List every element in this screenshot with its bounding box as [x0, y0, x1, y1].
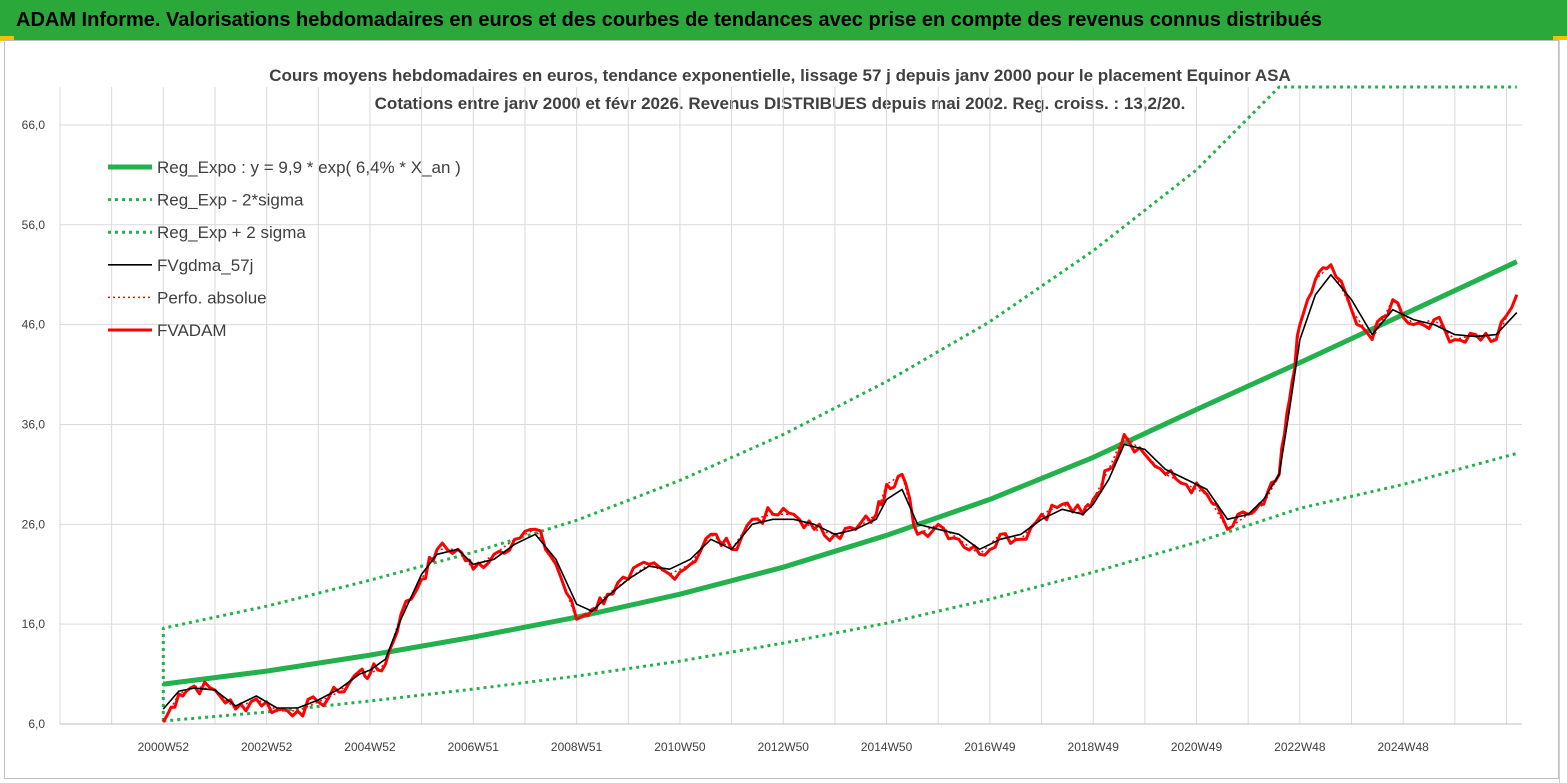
chart-title: Cours moyens hebdomadaires en euros, ten… — [269, 66, 1291, 85]
series-line-2 — [161, 85, 1517, 721]
series-line-0 — [162, 259, 1518, 687]
x-tick-label: 2004W52 — [344, 740, 396, 754]
y-tick-label: 6,0 — [28, 717, 45, 731]
x-tick-label: 2024W48 — [1377, 740, 1429, 754]
x-tick-label: 2016W49 — [964, 740, 1016, 754]
legend-label: Reg_Exp - 2*sigma — [157, 191, 304, 210]
x-tick-label: 2018W49 — [1068, 740, 1120, 754]
x-tick-label: 2020W49 — [1171, 740, 1223, 754]
y-tick-label: 36,0 — [22, 417, 46, 431]
series-line-3 — [162, 273, 1518, 710]
legend-label: FVADAM — [157, 321, 227, 340]
x-tick-label: 2022W48 — [1274, 740, 1326, 754]
y-tick-label: 66,0 — [22, 118, 46, 132]
series-line-1 — [163, 451, 1518, 723]
x-tick-label: 2008W51 — [551, 740, 603, 754]
y-tick-label: 46,0 — [22, 318, 46, 332]
x-tick-label: 2014W50 — [861, 740, 913, 754]
right-scroll-edge — [1559, 40, 1567, 783]
chart-subtitle: Cotations entre janv 2000 et févr 2026. … — [375, 94, 1186, 113]
x-tick-label: 2010W50 — [654, 740, 706, 754]
legend-label: Perfo. absolue — [157, 288, 267, 307]
x-tick-label: 2012W50 — [758, 740, 810, 754]
chart-legend: Reg_Expo : y = 9,9 * exp( 6,4% * X_an ) R… — [108, 158, 461, 340]
x-tick-label: 2000W52 — [138, 740, 190, 754]
legend-label: Reg_Exp + 2 sigma — [157, 223, 306, 242]
banner-corner-right — [1553, 36, 1567, 41]
banner-title: ADAM Informe. Valorisations hebdomadaire… — [16, 9, 1322, 31]
x-tick-label: 2002W52 — [241, 740, 293, 754]
y-tick-label: 56,0 — [22, 218, 46, 232]
chart-grid — [59, 87, 1522, 725]
chart-axes: 6,0 16,0 26,0 36,0 46,0 56,0 66,0 2000W52 2002W5… — [22, 118, 1522, 754]
y-tick-label: 26,0 — [22, 517, 46, 531]
report-banner: ADAM Informe. Valorisations hebdomadaire… — [0, 0, 1567, 40]
chart-series — [161, 85, 1519, 723]
banner-corner-left — [0, 36, 14, 41]
y-tick-label: 16,0 — [22, 617, 46, 631]
legend-label: Reg_Expo : y = 9,9 * exp( 6,4% * X_an ) — [157, 158, 461, 177]
x-tick-label: 2006W51 — [448, 740, 500, 754]
legend-label: FVgdma_57j — [157, 256, 253, 275]
